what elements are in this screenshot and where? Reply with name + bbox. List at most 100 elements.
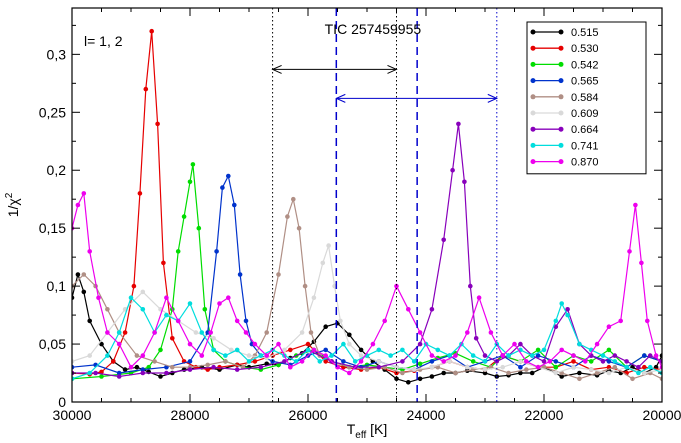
data-point <box>299 359 305 364</box>
data-point <box>288 364 293 370</box>
data-point <box>473 336 479 341</box>
data-point <box>149 28 154 34</box>
data-point <box>87 318 92 324</box>
y-tick-label: 0,15 <box>39 220 66 236</box>
data-point <box>152 330 157 335</box>
data-point <box>358 353 364 358</box>
data-point <box>612 359 618 364</box>
y-tick-label: 0,3 <box>47 46 67 62</box>
data-point <box>639 260 644 266</box>
data-point <box>588 359 594 364</box>
data-point <box>223 353 228 358</box>
data-point <box>234 318 240 324</box>
data-point <box>140 307 146 312</box>
data-point <box>341 341 346 347</box>
x-tick-label: 24000 <box>407 407 446 423</box>
data-point <box>647 364 653 370</box>
data-point <box>285 214 290 219</box>
x-axis-ticks: 30000 28000 26000 24000 22000 20000 <box>53 8 681 423</box>
data-point <box>417 376 423 382</box>
data-point <box>122 330 128 335</box>
data-point <box>226 295 231 301</box>
data-point <box>196 225 202 231</box>
data-point <box>358 359 364 364</box>
data-point <box>447 353 452 358</box>
data-point <box>624 364 629 370</box>
data-point <box>317 359 323 364</box>
data-point <box>606 359 612 364</box>
data-point <box>429 374 435 379</box>
data-point <box>429 307 435 312</box>
data-point <box>450 167 455 173</box>
y-tick-label: 0,1 <box>47 278 67 294</box>
data-point <box>181 214 187 219</box>
data-point <box>524 359 529 364</box>
data-point <box>518 341 523 347</box>
data-point <box>541 347 547 353</box>
data-point <box>214 249 219 254</box>
data-point <box>246 359 252 364</box>
data-point <box>642 353 647 358</box>
data-point <box>606 347 612 353</box>
data-point <box>220 185 225 190</box>
data-point <box>323 324 329 330</box>
data-point <box>618 318 623 324</box>
data-point <box>577 341 582 347</box>
data-point <box>276 341 281 347</box>
data-point <box>190 162 196 167</box>
data-point <box>276 272 281 277</box>
data-point <box>482 370 488 376</box>
data-point <box>429 353 435 358</box>
data-point <box>535 347 541 353</box>
data-point <box>506 353 511 358</box>
data-point <box>234 347 240 353</box>
data-point <box>512 341 517 347</box>
data-point <box>296 225 302 231</box>
data-point <box>594 370 600 376</box>
data-point <box>87 353 92 358</box>
data-point <box>311 295 317 301</box>
legend-item: 0.584 <box>530 92 599 104</box>
series-0.542 <box>72 162 662 382</box>
data-point <box>535 364 541 370</box>
data-point <box>134 364 140 370</box>
data-point <box>99 374 104 379</box>
data-point <box>394 376 399 382</box>
legend-item: 0.870 <box>530 157 599 169</box>
data-point <box>302 283 308 289</box>
data-point <box>447 359 452 364</box>
x-tick-label: 22000 <box>525 407 564 423</box>
data-point <box>282 359 287 364</box>
data-point <box>482 359 488 364</box>
data-point <box>352 359 358 364</box>
data-point <box>237 272 243 277</box>
data-point <box>506 370 511 376</box>
data-point <box>394 364 399 370</box>
data-point <box>624 359 629 364</box>
data-point <box>518 359 523 364</box>
data-point <box>547 359 553 364</box>
data-point <box>75 202 81 208</box>
data-point <box>152 359 157 364</box>
legend-item: 0.515 <box>530 27 599 39</box>
data-point <box>470 359 476 364</box>
data-point <box>394 283 399 289</box>
legend-label: 0.530 <box>571 43 599 55</box>
data-point <box>164 370 169 376</box>
data-point <box>482 367 488 372</box>
series-line <box>72 245 662 374</box>
series-layer <box>72 28 662 385</box>
data-point <box>116 374 122 379</box>
data-point <box>96 295 101 301</box>
data-point <box>323 359 329 364</box>
data-point <box>417 330 423 335</box>
y-tick-label: 0,05 <box>39 336 66 352</box>
y-axis-ticks: 0 0,05 0,1 0,15 0,2 0,25 0,3 <box>39 24 662 410</box>
data-point <box>633 202 638 208</box>
data-point <box>456 121 461 127</box>
data-point <box>518 370 523 376</box>
data-point <box>99 341 104 347</box>
data-point <box>364 367 370 372</box>
data-point <box>417 361 423 367</box>
data-point <box>311 347 317 353</box>
